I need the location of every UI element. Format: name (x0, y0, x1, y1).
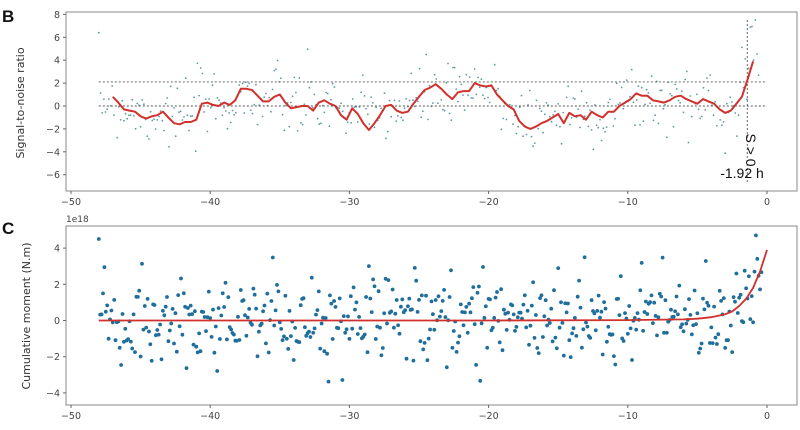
y-tick-label: 8 (54, 10, 60, 21)
y-tick-label: 0 (54, 316, 60, 327)
annotation-onset-time: -1.92 h (720, 165, 764, 181)
panel-b-frame (65, 11, 798, 192)
y-tick-label: 2 (54, 280, 60, 291)
y-tick-label: 0 (54, 102, 60, 113)
annotation-s-gt-0: S > 0 (743, 133, 759, 166)
x-tick-label: −30 (339, 411, 359, 422)
panel-b-smoothed-line (112, 61, 755, 131)
panel-b-reference-lines (98, 20, 767, 182)
y-tick-label: 4 (54, 244, 60, 255)
x-tick-label: 0 (764, 411, 770, 422)
x-tick-label: 0 (764, 197, 770, 208)
panel-b-plot: −50 −40 −30 −20 −10 0 8 6 4 2 0 −2 −4 −6 S > 0 -1.92 … (46, 10, 798, 208)
panel-c-fit-line (98, 249, 768, 322)
y-tick-label: −2 (46, 124, 60, 135)
x-tick-label: −40 (200, 411, 220, 422)
x-tick-label: −50 (61, 197, 81, 208)
y-tick-label: −4 (46, 147, 60, 158)
panel-b-scatter (97, 19, 760, 155)
panel-letter-b: B (2, 7, 14, 26)
panel-b-ticks: −50 −40 −30 −20 −10 0 8 6 4 2 0 −2 −4 −6 (46, 10, 770, 208)
y-tick-label: 4 (54, 56, 60, 67)
panel-b-ylabel: Signal-to-noise ratio (14, 47, 27, 158)
y-tick-label: −4 (46, 388, 60, 399)
x-tick-label: −20 (479, 411, 499, 422)
x-tick-label: −10 (618, 197, 638, 208)
y-tick-label: −6 (46, 170, 60, 181)
panel-c-frame (65, 225, 798, 406)
x-tick-label: −10 (618, 411, 638, 422)
x-tick-label: −50 (61, 411, 81, 422)
y-tick-label: 2 (54, 79, 60, 90)
panel-c-offset-text: 1e18 (66, 215, 89, 225)
panel-c-plot: −50 −40 −30 −20 −10 0 4 2 0 −2 −4 1e18 (46, 215, 798, 422)
panel-c-ticks: −50 −40 −30 −20 −10 0 4 2 0 −2 −4 (46, 244, 770, 422)
y-tick-label: −2 (46, 352, 60, 363)
x-tick-label: −30 (339, 197, 359, 208)
x-tick-label: −40 (200, 197, 220, 208)
y-tick-label: 6 (54, 33, 60, 44)
x-tick-label: −20 (479, 197, 499, 208)
panel-c-scatter (96, 233, 764, 384)
panel-c-ylabel: Cumulative moment (N.m) (20, 242, 33, 389)
panel-letter-c: C (2, 219, 14, 238)
